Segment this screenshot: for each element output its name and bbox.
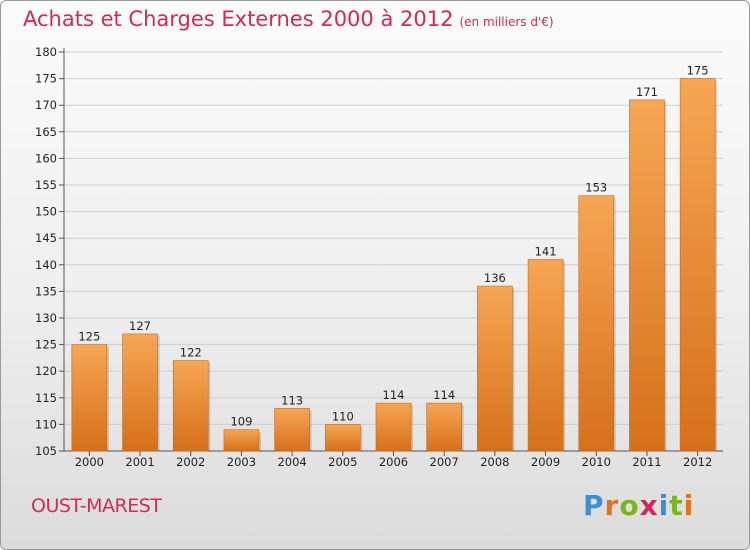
bar-2004 [274, 408, 310, 452]
y-tick-label: 130 [35, 311, 57, 325]
data-label: 122 [180, 346, 202, 360]
data-label: 114 [433, 388, 455, 402]
chart-title-text: Achats et Charges Externes 2000 à 2012 [23, 7, 454, 31]
y-tick-label: 175 [35, 72, 57, 86]
logo-letter: x [639, 489, 659, 522]
y-tick-label: 180 [35, 45, 57, 59]
bar-2001 [122, 333, 158, 452]
logo-letter: r [604, 489, 620, 522]
bar-2005 [325, 424, 361, 452]
x-tick-label: 2010 [582, 455, 611, 469]
chart-subtitle: (en milliers d'€) [459, 15, 554, 29]
proxiti-logo: Proxiti [583, 489, 694, 522]
data-label: 171 [636, 85, 658, 99]
bar-2002 [172, 360, 209, 452]
y-tick-label: 165 [35, 125, 57, 139]
y-tick-label: 125 [35, 338, 57, 352]
y-tick-label: 120 [35, 364, 57, 378]
commune-name: OUST-MAREST [31, 495, 162, 517]
data-label: 153 [585, 181, 607, 195]
logo-letter: i [683, 489, 695, 522]
y-tick-label: 110 [35, 417, 57, 431]
x-tick-label: 2006 [379, 455, 408, 469]
y-tick-label: 170 [35, 98, 57, 112]
data-label: 127 [129, 319, 151, 333]
x-tick-label: 2003 [227, 455, 256, 469]
data-label: 175 [687, 64, 709, 78]
y-tick-label: 155 [35, 178, 57, 192]
x-tick-label: 2008 [480, 455, 509, 469]
data-label: 141 [535, 244, 557, 258]
bar-2003 [223, 429, 260, 452]
bar-2010 [578, 195, 615, 452]
x-tick-label: 2012 [683, 455, 712, 469]
y-tick-label: 150 [35, 205, 57, 219]
data-label: 113 [281, 393, 303, 407]
logo-letter: i [658, 489, 670, 522]
bar-2012 [679, 78, 716, 452]
x-tick-label: 2005 [328, 455, 357, 469]
bar-2000 [71, 344, 108, 452]
data-label: 109 [230, 415, 252, 429]
data-label: 136 [484, 271, 506, 285]
y-tick-label: 140 [35, 258, 57, 272]
y-tick-label: 135 [35, 284, 57, 298]
y-tick-label: 160 [35, 151, 57, 165]
data-label: 125 [78, 330, 100, 344]
x-tick-label: 2009 [531, 455, 560, 469]
logo-letter: t [669, 489, 684, 522]
logo-letter: P [583, 489, 605, 522]
y-tick-label: 115 [35, 391, 57, 405]
labels: 2000 125 2001 127 2002 122 2003 109 2004 113 2005 1… [75, 64, 713, 469]
y-tick-label: 145 [35, 231, 57, 245]
data-label: 114 [383, 388, 405, 402]
x-tick-label: 2004 [277, 455, 306, 469]
bars [71, 78, 718, 452]
x-tick-label: 2011 [632, 455, 661, 469]
bar-2007 [426, 402, 462, 452]
bar-2009 [527, 259, 564, 452]
data-label: 110 [332, 409, 354, 423]
x-tick-label: 2001 [125, 455, 154, 469]
logo-letter: o [619, 489, 640, 522]
x-tick-label: 2000 [75, 455, 104, 469]
x-tick-label: 2007 [430, 455, 459, 469]
bar-2008 [477, 285, 513, 452]
chart-title: Achats et Charges Externes 2000 à 2012 (e… [23, 7, 554, 31]
x-tick-label: 2002 [176, 455, 205, 469]
y-tick-label: 105 [35, 444, 57, 458]
bar-2006 [375, 402, 412, 452]
bar-2011 [629, 99, 665, 452]
